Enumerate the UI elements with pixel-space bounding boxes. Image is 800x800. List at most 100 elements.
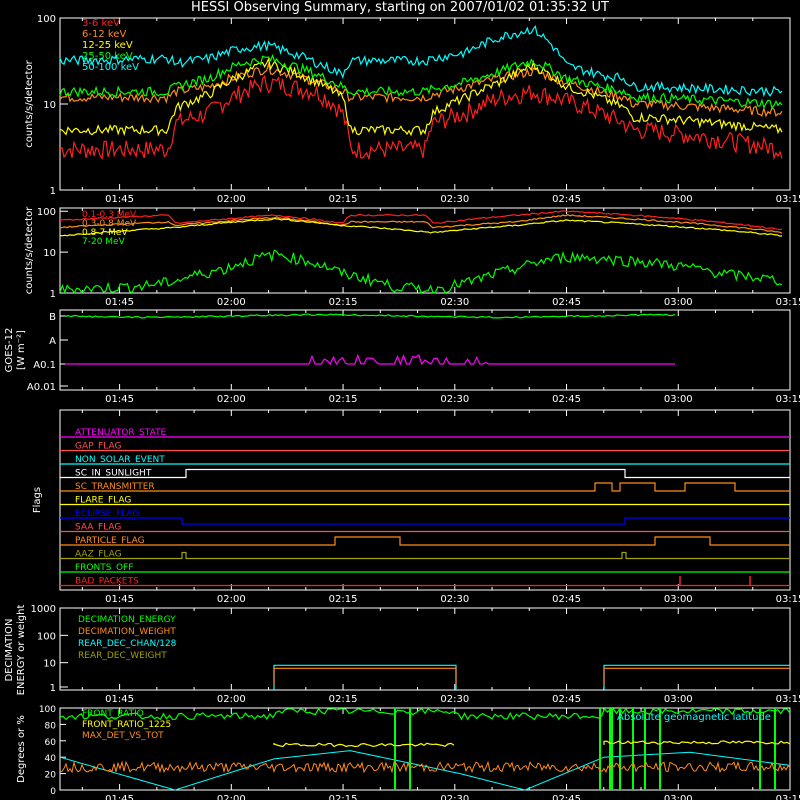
ratios-ytick-label: 20 (45, 771, 57, 781)
flags-xtick-label: 03:00 (664, 594, 693, 605)
decimation-series-orange (273, 667, 790, 686)
decimation-xtick-label: 01:45 (105, 694, 134, 705)
gamma-frame (59, 207, 791, 294)
flag-line-4 (60, 482, 790, 492)
decimation-legend-3: REAR_DEC_WEIGHT (78, 651, 167, 661)
ratios-ytick-label: 60 (45, 738, 57, 748)
gamma-xtick-label: 02:15 (329, 297, 358, 308)
hxr-xtick-label: 03:15 (776, 194, 800, 205)
flag-label-9: AAZ_FLAG (75, 550, 122, 560)
ratios-frame (59, 707, 791, 791)
ratios-series-2 (59, 760, 791, 774)
decimation-ytick-label: 10 (43, 659, 56, 670)
hxr-series-0 (59, 74, 783, 161)
flag-line-6 (60, 517, 790, 525)
gamma-xtick-label: 02:00 (217, 297, 246, 308)
decimation-legend-1: DECIMATION_WEIGHT (78, 627, 176, 637)
flag-label-8: PARTICLE_FLAG (75, 536, 145, 546)
flag-line-8 (60, 536, 790, 546)
decimation-frame (59, 607, 791, 691)
hxr-series-1 (59, 61, 783, 118)
decimation-ytick-label: 1 (50, 683, 56, 694)
flag-label-4: SC_TRANSMITTER (75, 482, 155, 492)
goes-ytick-label: A0.1 (33, 360, 56, 371)
gamma-xtick-label: 03:00 (664, 297, 693, 308)
flag-label-5: FLARE_FLAG (75, 496, 131, 506)
ratios-series-1 (273, 740, 791, 748)
flag-line-9 (60, 551, 790, 560)
flags-xtick-label: 02:15 (329, 594, 358, 605)
ratios-xtick-label: 01:45 (105, 794, 134, 800)
ratios-ytick-label: 100 (39, 705, 56, 715)
gamma-legend-3: 7-20 MeV (82, 237, 126, 247)
hxr-ytick-label: 1 (50, 186, 56, 197)
decimation-ytick-label: 1000 (31, 604, 56, 615)
decimation-ytick-label: 100 (37, 631, 56, 642)
goes-ytick-label: A (49, 336, 56, 347)
gamma-series-2 (59, 217, 783, 237)
hxr-ylabel: counts/s/detector (24, 59, 35, 147)
ratios-ytick-label: 40 (45, 754, 57, 764)
decimation-xtick-label: 03:15 (776, 694, 800, 705)
hxr-frame (59, 17, 791, 191)
goes-ytick-label: B (49, 312, 56, 323)
decimation-ylabel-1: DECIMATION (4, 618, 15, 681)
hxr-xtick-label: 03:00 (664, 194, 693, 205)
hxr-ytick-label: 10 (43, 100, 56, 111)
ratios-ytick-label: 0 (50, 787, 56, 797)
decimation-xtick-label: 03:00 (664, 694, 693, 705)
gamma-ylabel: counts/s/detector (24, 206, 35, 294)
flags-xtick-label: 03:15 (776, 594, 800, 605)
decimation-xtick-label: 02:45 (552, 694, 581, 705)
goes-yunit: [W m⁻²] (16, 330, 27, 370)
ratios-xtick-label: 03:15 (776, 794, 800, 800)
hxr-series-4 (59, 25, 783, 98)
flag-label-2: NON_SOLAR_EVENT (75, 455, 165, 465)
ratios-series-0 (59, 707, 791, 721)
gamma-ytick-label: 10 (43, 248, 56, 259)
gamma-series-3 (59, 249, 783, 295)
hxr-legend-0: 3-6 keV (82, 18, 120, 29)
goes-xtick-label: 01:45 (105, 394, 134, 405)
decimation-series-cyan (273, 664, 790, 690)
gamma-ytick-label: 1 (50, 289, 56, 300)
flag-label-1: GAP_FLAG (75, 442, 121, 452)
gamma-series-0 (59, 210, 783, 231)
decimation-legend-2: REAR_DEC_CHAN/128 (78, 639, 177, 649)
hxr-series-3 (59, 53, 783, 110)
flags-xtick-label: 02:45 (552, 594, 581, 605)
goes-series-0 (64, 313, 676, 319)
gamma-ytick-label: 100 (37, 207, 56, 218)
ratios-ytick-label: 80 (45, 721, 57, 731)
decimation-legend-0: DECIMATION_ENERGY (78, 615, 176, 625)
gamma-legend-1: 0.3-0.8 MeV (82, 219, 137, 229)
hxr-xtick-label: 02:15 (329, 194, 358, 205)
chart-title: HESSI Observing Summary, starting on 200… (191, 0, 609, 15)
flags-xtick-label: 01:45 (105, 594, 134, 605)
goes-frame (59, 309, 791, 391)
ratios-geomag-line (59, 750, 791, 791)
hxr-legend-3: 25-50 keV (82, 51, 133, 62)
hxr-legend-2: 12-25 keV (82, 40, 133, 51)
gamma-legend-0: 0.1-0.3 MeV (82, 210, 137, 220)
gamma-legend-2: 0.8-7 MeV (82, 228, 128, 238)
goes-xtick-label: 02:15 (329, 394, 358, 405)
ratios-xtick-label: 02:15 (329, 794, 358, 800)
gamma-xtick-label: 03:15 (776, 297, 800, 308)
flags-xtick-label: 02:30 (440, 594, 469, 605)
flag-label-3: SC_IN_SUNLIGHT (75, 469, 152, 479)
decimation-ylabel-2: ENERGY or weight (16, 605, 27, 696)
ratios-xtick-label: 02:30 (440, 794, 469, 800)
flag-label-0: ATTENUATOR_STATE (75, 428, 167, 438)
gamma-xtick-label: 02:45 (552, 297, 581, 308)
hxr-legend-4: 50-100 keV (82, 62, 139, 73)
goes-xtick-label: 02:00 (217, 394, 246, 405)
ratios-annotation: Absolute geomagnetic latitude (617, 712, 771, 723)
hxr-xtick-label: 02:30 (440, 194, 469, 205)
hxr-legend-1: 6-12 keV (82, 29, 126, 40)
goes-xtick-label: 03:15 (776, 394, 800, 405)
goes-ytick-label: A0.01 (27, 382, 56, 393)
decimation-xtick-label: 02:00 (217, 694, 246, 705)
flag-label-6: ECLIPSE_FLAG (75, 509, 139, 519)
